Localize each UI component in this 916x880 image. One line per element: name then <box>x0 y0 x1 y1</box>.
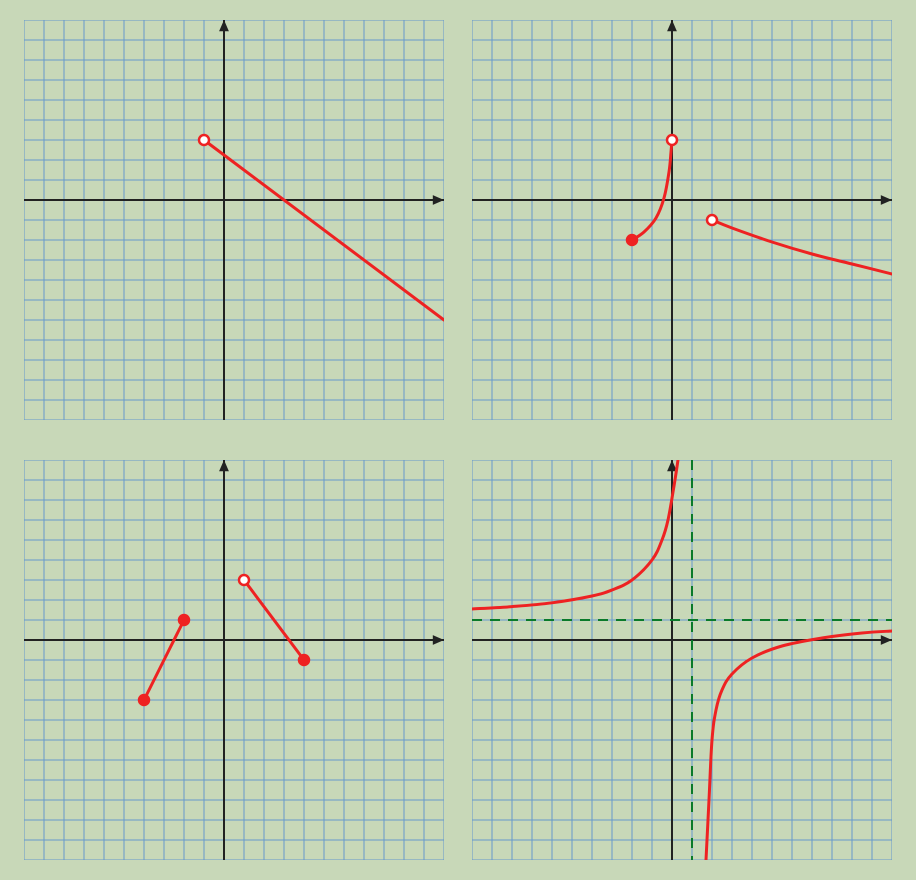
open-point-marker <box>239 575 249 585</box>
grid <box>472 20 892 420</box>
plot-top-left <box>24 20 444 420</box>
grid <box>24 460 444 860</box>
closed-point-marker <box>179 615 189 625</box>
closed-point-marker <box>299 655 309 665</box>
open-point-marker <box>667 135 677 145</box>
closed-point-marker <box>139 695 149 705</box>
grid <box>24 20 444 420</box>
closed-point-marker <box>627 235 637 245</box>
plot-bottom-left <box>24 460 444 860</box>
plot-top-right <box>472 20 892 420</box>
open-point-marker <box>199 135 209 145</box>
plot-bottom-right <box>472 460 892 860</box>
markers <box>199 135 209 145</box>
open-point-marker <box>707 215 717 225</box>
grid <box>472 460 892 860</box>
